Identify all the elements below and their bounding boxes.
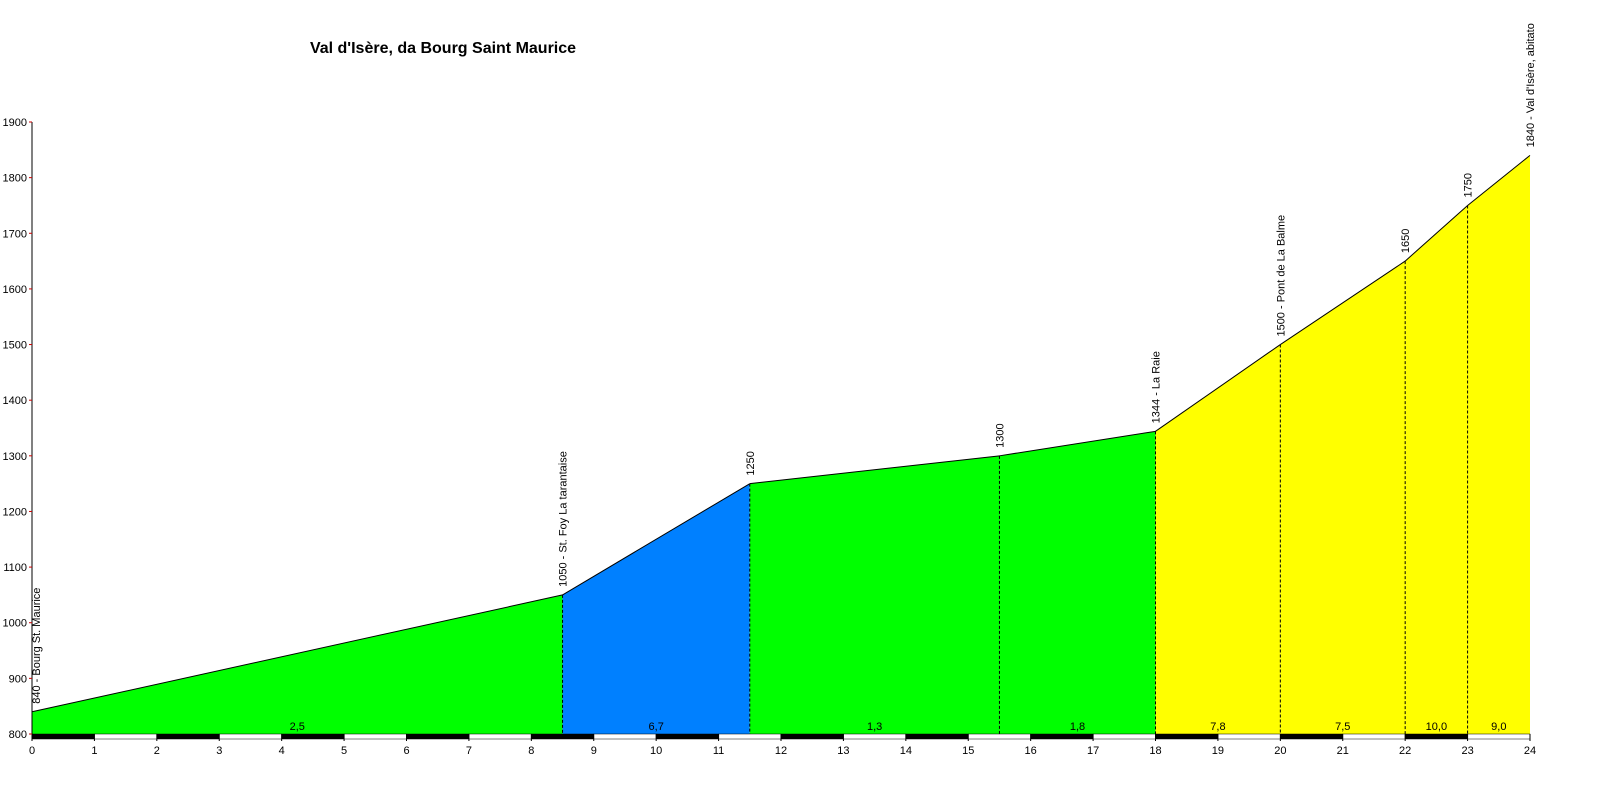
y-tick-label: 1500: [3, 340, 27, 352]
axis-band: [593, 733, 657, 740]
x-tick-label: 15: [962, 745, 974, 757]
profile-line: [562, 483, 751, 596]
x-tick-label: 12: [775, 745, 787, 757]
grade-label: 7,5: [1335, 721, 1350, 733]
profile-line: [749, 455, 1000, 485]
profile-segment: [1405, 205, 1468, 735]
grade-label: 6,7: [649, 721, 664, 733]
profile-line: [1404, 205, 1468, 262]
axis-band: [1404, 733, 1468, 740]
axis-band: [1030, 733, 1094, 740]
x-tick-label: 18: [1149, 745, 1161, 757]
axis-band: [655, 733, 719, 740]
profile-segment: [1280, 261, 1406, 734]
profile-segment: [749, 455, 1000, 734]
profile-line: [1155, 344, 1281, 432]
x-tick-label: 2: [154, 745, 160, 757]
x-tick-label: 22: [1399, 745, 1411, 757]
x-tick-label: 3: [216, 745, 222, 757]
axis-band: [1155, 733, 1219, 740]
grade-label: 9,0: [1491, 721, 1506, 733]
axis-band: [1467, 733, 1531, 740]
point-label: 1750: [1463, 173, 1475, 197]
x-tick-label: 4: [279, 745, 285, 757]
axis-band: [843, 733, 907, 740]
profile-segment: [1467, 155, 1530, 734]
axis-band: [343, 733, 407, 740]
y-tick-label: 1200: [3, 506, 27, 518]
y-tick-label: 1400: [3, 395, 27, 407]
x-tick-label: 5: [341, 745, 347, 757]
x-tick-label: 13: [837, 745, 849, 757]
axis-band: [406, 733, 470, 740]
x-tick-label: 11: [713, 745, 724, 757]
x-tick-label: 17: [1087, 745, 1099, 757]
axis-band: [1342, 733, 1406, 740]
x-tick-label: 6: [403, 745, 409, 757]
point-label: 1250: [745, 451, 757, 475]
point-label: 1650: [1400, 229, 1412, 253]
grade-label: 1,3: [867, 721, 882, 733]
axis-band: [718, 733, 782, 740]
point-label: 1050 - St. Foy La tarantaise: [558, 451, 570, 587]
axis-band: [468, 733, 532, 740]
y-tick-label: 1900: [3, 117, 27, 129]
axis-band: [281, 733, 345, 740]
x-tick-label: 24: [1524, 745, 1536, 757]
grade-label: 7,8: [1210, 721, 1225, 733]
grade-label: 2,5: [290, 721, 305, 733]
y-tick-label: 1300: [3, 451, 27, 463]
y-tick-label: 1600: [3, 284, 27, 296]
axis-band: [531, 733, 594, 740]
x-tick-label: 8: [528, 745, 534, 757]
profile-segment: [562, 483, 750, 734]
axis-band: [1280, 733, 1344, 740]
x-tick-label: 1: [91, 745, 97, 757]
chart-title: Val d'Isère, da Bourg Saint Maurice: [310, 40, 576, 57]
y-tick-label: 1700: [3, 228, 27, 240]
x-tick-label: 7: [466, 745, 472, 757]
y-tick-label: 1800: [3, 173, 27, 185]
x-tick-label: 16: [1025, 745, 1037, 757]
x-tick-label: 23: [1461, 745, 1473, 757]
axis-band: [1217, 733, 1281, 740]
axis-band: [968, 733, 1031, 740]
grade-label: 10,0: [1426, 721, 1447, 733]
profile-segment: [1155, 344, 1281, 734]
axis-band: [219, 733, 282, 740]
profile-segment: [32, 594, 563, 734]
x-tick-label: 9: [591, 745, 597, 757]
profile-line: [999, 430, 1156, 457]
x-tick-label: 14: [900, 745, 912, 757]
x-tick-label: 0: [29, 745, 35, 757]
axis-band: [780, 733, 844, 740]
profile-line: [1467, 154, 1531, 206]
axis-band: [1092, 733, 1156, 740]
point-label: 1344 - La Raie: [1151, 351, 1163, 423]
y-tick-label: 800: [9, 729, 27, 741]
point-label: 1300: [994, 423, 1006, 447]
x-tick-label: 21: [1337, 745, 1349, 757]
axis-band: [31, 733, 95, 740]
x-tick-label: 19: [1212, 745, 1224, 757]
point-label: 1500 - Pont de La Balme: [1275, 215, 1287, 337]
y-tick-label: 1000: [3, 618, 27, 630]
y-tick-label: 1100: [3, 562, 27, 574]
point-label: 840 - Bourg St. Maurice: [31, 588, 43, 704]
axis-band: [905, 733, 969, 740]
profile-line: [31, 594, 563, 713]
axis-band: [156, 733, 220, 740]
x-tick-label: 20: [1274, 745, 1286, 757]
profile-segment: [999, 431, 1156, 734]
x-tick-label: 10: [650, 745, 662, 757]
y-tick-label: 900: [9, 673, 27, 685]
grade-label: 1,8: [1070, 721, 1085, 733]
profile-line: [1280, 260, 1406, 345]
point-label: 1840 - Val d'Isère, abitato: [1525, 23, 1537, 147]
axis-band: [94, 733, 158, 740]
